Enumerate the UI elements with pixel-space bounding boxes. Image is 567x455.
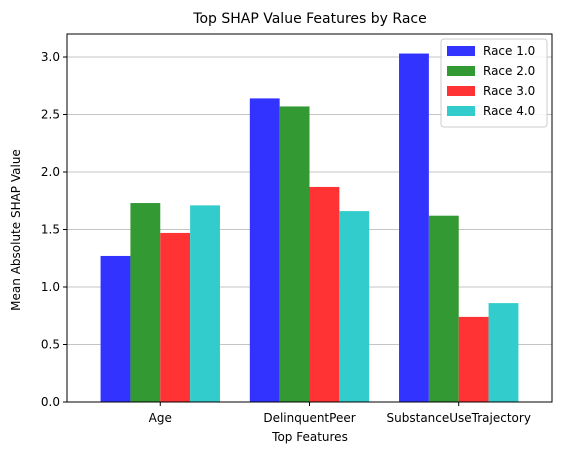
legend-label: Race 1.0	[483, 44, 535, 58]
y-axis-label: Mean Absolute SHAP Value	[9, 149, 23, 311]
bar	[488, 303, 519, 402]
legend-label: Race 2.0	[483, 64, 535, 78]
legend-label: Race 3.0	[483, 84, 535, 98]
x-axis-label: Top Features	[271, 430, 348, 444]
legend-swatch	[447, 106, 475, 116]
legend-box	[440, 38, 548, 128]
bar	[249, 98, 280, 403]
y-tick-label: 2.5	[41, 108, 60, 122]
bar	[428, 215, 459, 402]
legend-swatch	[447, 66, 475, 76]
bar	[309, 186, 340, 402]
y-tick-label: 3.0	[41, 50, 60, 64]
x-tick-label: Age	[149, 411, 172, 425]
bars	[100, 53, 519, 403]
bar	[190, 205, 220, 402]
y-tick-label: 0.5	[41, 338, 60, 352]
bar	[458, 316, 489, 402]
y-tick-label: 2.0	[41, 165, 60, 179]
chart-title: Top SHAP Value Features by Race	[192, 11, 426, 27]
legend-swatch	[447, 86, 475, 96]
x-axis: Age DelinquentPeer SubstanceUseTrajectory	[149, 402, 531, 425]
bar	[279, 106, 310, 402]
legend-swatch	[447, 46, 475, 56]
bar	[339, 211, 370, 402]
y-tick-label: 1.5	[41, 223, 60, 237]
y-tick-label: 1.0	[41, 280, 60, 294]
x-tick-label: SubstanceUseTrajectory	[387, 411, 531, 425]
bar	[160, 232, 191, 402]
bar	[399, 53, 429, 403]
legend: Race 1.0 Race 2.0 Race 3.0 Race 4.0	[440, 38, 548, 128]
bar	[100, 255, 131, 402]
x-tick-label: DelinquentPeer	[263, 411, 355, 425]
y-axis: 0.0 0.5 1.0 1.5 2.0 2.5 3.0	[41, 50, 67, 409]
legend-label: Race 4.0	[483, 104, 535, 118]
bar	[130, 203, 161, 402]
y-tick-label: 0.0	[41, 395, 60, 409]
